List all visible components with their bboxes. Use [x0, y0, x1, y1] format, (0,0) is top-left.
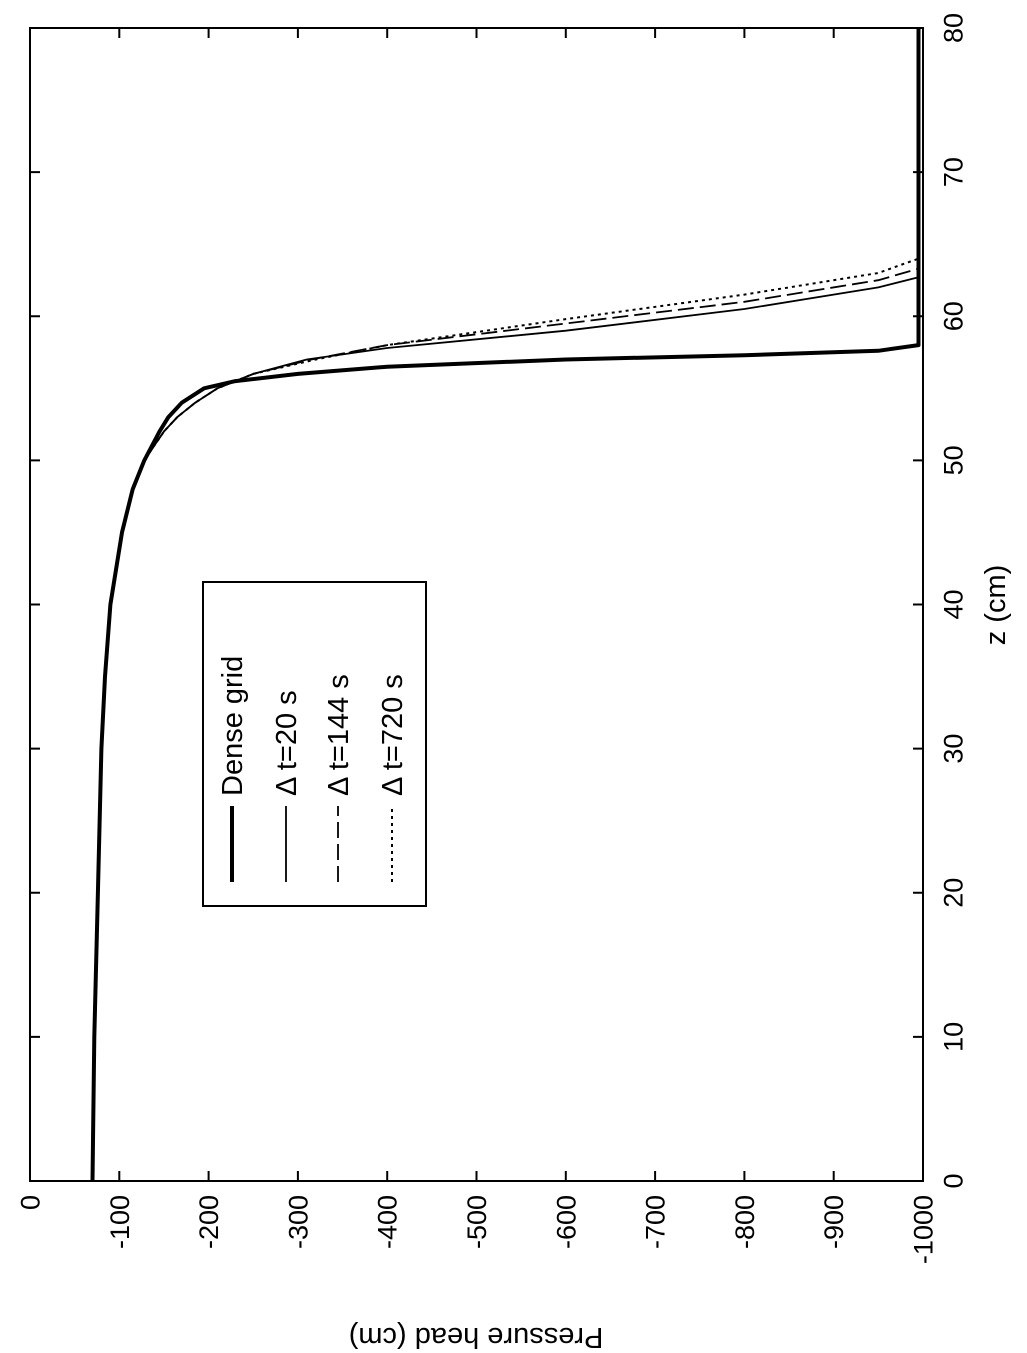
p-tick-label: -100: [105, 1195, 135, 1249]
legend: Dense grid Δ t=20 s Δ t=144 s Δ t=720 s: [202, 581, 427, 907]
z-tick-label: 0: [938, 1173, 968, 1188]
z-tick-label: 10: [938, 1022, 968, 1052]
z-tick-label: 40: [938, 589, 968, 619]
z-tick-label: 50: [938, 445, 968, 475]
legend-label-1: Dense grid: [217, 656, 249, 796]
z-tick-label: 30: [938, 734, 968, 764]
series-line-4: [91, 28, 920, 1182]
p-tick-label: -500: [462, 1195, 492, 1249]
p-tick-label: -400: [373, 1195, 403, 1249]
ticks-layer: 0 10 20 30 40 50 60 70 80 0 -100 -200 -300 -400 -500 -6…: [15, 13, 968, 1264]
z-tick-label: 20: [938, 878, 968, 908]
p-tick-label: -700: [641, 1195, 671, 1249]
p-tick-label: -200: [194, 1195, 224, 1249]
p-tick-label: -1000: [908, 1195, 938, 1264]
p-tick-label: 0: [15, 1195, 45, 1210]
z-tick-label: 70: [938, 157, 968, 187]
legend-label-2: Δ t=20 s: [271, 690, 303, 796]
plot-frame: [29, 27, 924, 1182]
z-tick-label: 80: [938, 13, 968, 43]
p-tick-label: -800: [730, 1195, 760, 1249]
legend-label-4: Δ t=720 s: [377, 674, 409, 796]
z-tick-label: 60: [938, 301, 968, 331]
p-tick-label: -300: [283, 1195, 313, 1249]
p-tick-label: -900: [819, 1195, 849, 1249]
legend-box: [202, 581, 427, 907]
series-layer: [90, 28, 921, 1182]
p-tick-label: -600: [551, 1195, 581, 1249]
x-axis-label: z (cm): [980, 565, 1012, 646]
legend-label-3: Δ t=144 s: [323, 674, 355, 796]
series-line-3: [91, 28, 920, 1182]
y-axis-label: Pressure head (cm): [349, 1321, 604, 1353]
